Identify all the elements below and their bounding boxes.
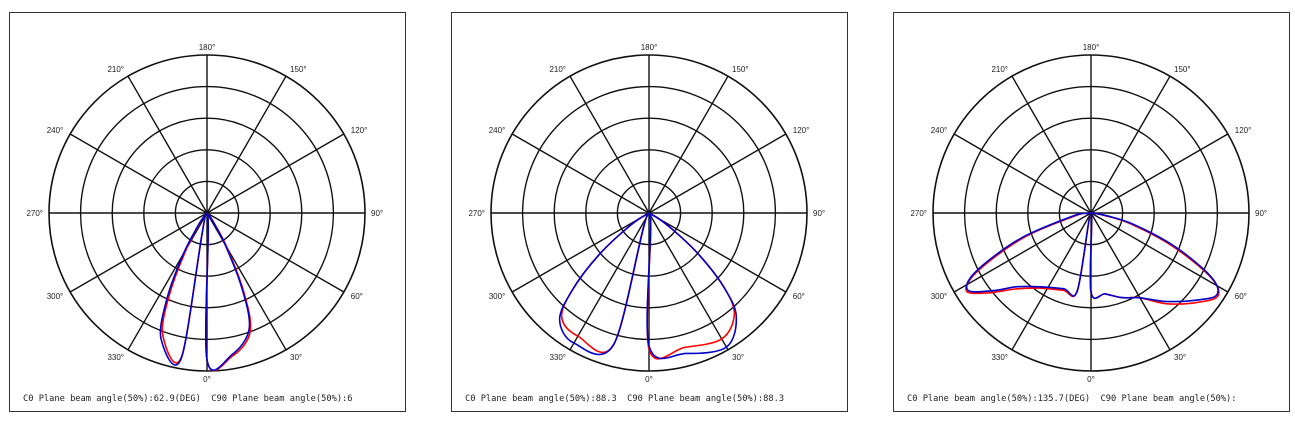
angle-tick-label: 330° (991, 353, 1008, 362)
angle-tick-label: 60° (793, 292, 805, 301)
angle-tick-label: 120° (1235, 126, 1252, 135)
angle-tick-label: 330° (107, 353, 124, 362)
grid-spoke (953, 133, 1092, 214)
grid-spoke (206, 75, 287, 214)
grid-spoke (1011, 212, 1092, 351)
series-curve-2 (159, 212, 251, 371)
beam-angle-caption-2: C0 Plane beam angle(50%):88.3 C90 Plane … (465, 394, 785, 404)
grid-spoke (511, 212, 650, 293)
angle-tick-label: 90° (371, 209, 383, 218)
grid-spoke (648, 212, 787, 293)
angle-tick-label: 330° (549, 353, 566, 362)
series-curve-2 (965, 212, 1219, 303)
angle-tick-label: 240° (47, 126, 64, 135)
angle-tick-label: 150° (732, 65, 749, 74)
polar-plot-2: 0° 30° 60° 90° 120° 150° 180° 210° 240° 270° 300° 3… (468, 43, 825, 384)
grid-spoke (648, 133, 787, 214)
angle-tick-label: 60° (1235, 292, 1247, 301)
angle-tick-label: 240° (931, 126, 948, 135)
grid-spoke (1090, 75, 1171, 214)
grid-spoke (69, 212, 208, 293)
angle-tick-label: 120° (351, 126, 368, 135)
angle-tick-label: 30° (1174, 353, 1186, 362)
angle-tick-label: 90° (1255, 209, 1267, 218)
angle-tick-label: 300° (47, 292, 64, 301)
angle-tick-label: 0° (203, 375, 211, 384)
grid-spoke (1090, 133, 1229, 214)
series-curve-2 (558, 212, 738, 360)
angle-tick-label: 150° (1174, 65, 1191, 74)
polar-chart-2: 0° 30° 60° 90° 120° 150° 180° 210° 240° 270° 300° 3… (451, 12, 848, 412)
angle-tick-label: 270° (468, 209, 485, 218)
grid-spoke (127, 75, 208, 214)
angle-tick-label: 210° (549, 65, 566, 74)
polar-chart-1: 0° 30° 60° 90° 120° 150° 180° 210° 240° 270° 300° 3… (9, 12, 406, 412)
grid-spoke (648, 75, 729, 214)
angle-tick-label: 0° (645, 375, 653, 384)
angle-tick-label: 180° (199, 43, 216, 52)
grid-spoke (648, 212, 729, 351)
series-curve-1 (965, 212, 1220, 305)
polar-plot-3: 0° 30° 60° 90° 120° 150° 180° 210° 240° 270° 300° 3… (910, 43, 1267, 384)
angle-tick-label: 30° (732, 353, 744, 362)
angle-tick-label: 300° (489, 292, 506, 301)
grid-spoke (569, 75, 650, 214)
beam-angle-caption-1: C0 Plane beam angle(50%):62.9(DEG) C90 P… (23, 394, 353, 404)
angle-tick-label: 210° (991, 65, 1008, 74)
grid-spoke (511, 133, 650, 214)
grid-spoke (1090, 212, 1171, 351)
polar-plot-1: 0° 30° 60° 90° 120° 150° 180° 210° 240° 270° 300° 3… (26, 43, 383, 384)
angle-tick-label: 60° (351, 292, 363, 301)
grid-spoke (206, 212, 345, 293)
angle-tick-label: 0° (1087, 375, 1095, 384)
angle-tick-label: 150° (290, 65, 307, 74)
grid-spoke (1090, 212, 1229, 293)
angle-tick-label: 180° (1083, 43, 1100, 52)
angle-tick-label: 270° (910, 209, 927, 218)
angle-tick-label: 30° (290, 353, 302, 362)
grid-spoke (1011, 75, 1092, 214)
angle-tick-label: 270° (26, 209, 43, 218)
grid-spoke (127, 212, 208, 351)
polar-chart-3: 0° 30° 60° 90° 120° 150° 180° 210° 240° 270° 300° 3… (893, 12, 1290, 412)
angle-tick-label: 90° (813, 209, 825, 218)
beam-angle-caption-3: C0 Plane beam angle(50%):135.7(DEG) C90 … (907, 394, 1237, 404)
grid-spoke (953, 212, 1092, 293)
angle-tick-label: 210° (107, 65, 124, 74)
grid-spoke (206, 133, 345, 214)
grid-spoke (69, 133, 208, 214)
angle-tick-label: 300° (931, 292, 948, 301)
angle-tick-label: 240° (489, 126, 506, 135)
grid-spoke (569, 212, 650, 351)
angle-tick-label: 120° (793, 126, 810, 135)
angle-tick-label: 180° (641, 43, 658, 52)
